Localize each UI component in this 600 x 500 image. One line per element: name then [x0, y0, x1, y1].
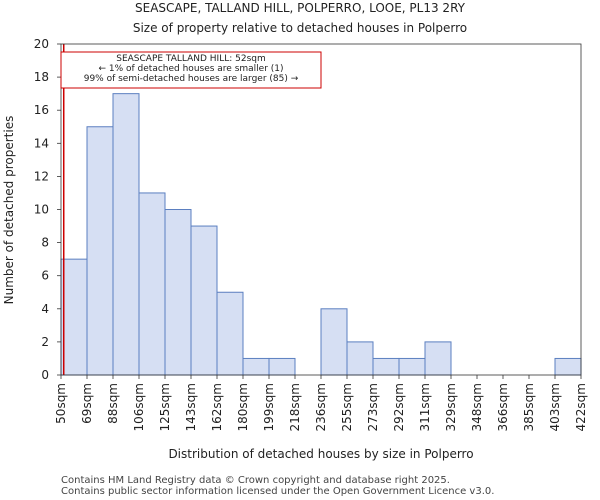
histogram-bar — [424, 341, 452, 376]
histogram-bar — [138, 192, 166, 376]
x-tick-label: 422sqm — [574, 383, 588, 431]
histogram-bar — [268, 357, 296, 376]
x-tick-label: 255sqm — [340, 383, 354, 431]
histogram-bar — [346, 341, 374, 376]
histogram-bar — [190, 225, 218, 376]
y-tick-label: 10 — [34, 203, 49, 217]
histogram-bar — [216, 291, 244, 376]
y-tick-label: 2 — [41, 335, 49, 349]
x-tick-label: 143sqm — [184, 383, 198, 431]
histogram-bar — [554, 357, 582, 376]
x-tick-label: 125sqm — [158, 383, 172, 431]
x-tick-label: 199sqm — [262, 383, 276, 431]
x-tick-label: 348sqm — [470, 383, 484, 431]
y-tick-label: 20 — [34, 37, 49, 51]
y-tick-label: 14 — [34, 136, 49, 150]
annotation-line-1: SEASCAPE TALLAND HILL: 52sqm — [116, 54, 266, 64]
x-tick-label: 88sqm — [106, 383, 120, 424]
x-tick-label: 403sqm — [548, 383, 562, 431]
histogram-bar — [320, 308, 348, 376]
x-tick-label: 50sqm — [54, 383, 68, 424]
x-tick-label: 329sqm — [444, 383, 458, 431]
histogram-bar — [86, 126, 114, 376]
x-tick-label: 236sqm — [314, 383, 328, 431]
y-tick-label: 0 — [41, 368, 49, 382]
chart-subtitle: Size of property relative to detached ho… — [133, 21, 467, 35]
x-tick-label: 385sqm — [522, 383, 536, 431]
annotation-line-3: 99% of semi-detached houses are larger (… — [84, 74, 299, 84]
x-tick-label: 162sqm — [210, 383, 224, 431]
x-tick-label: 273sqm — [366, 383, 380, 431]
x-tick-label: 292sqm — [392, 383, 406, 431]
y-tick-label: 4 — [41, 302, 49, 316]
x-axis-label: Distribution of detached houses by size … — [168, 447, 473, 461]
y-tick-label: 16 — [34, 103, 49, 117]
x-tick-label: 69sqm — [80, 383, 94, 424]
x-tick-label: 311sqm — [418, 383, 432, 431]
x-tick-label: 106sqm — [132, 383, 146, 431]
chart-title: SEASCAPE, TALLAND HILL, POLPERRO, LOOE, … — [135, 1, 466, 15]
histogram-bar — [372, 357, 400, 376]
histogram-bar — [398, 357, 426, 376]
histogram-bar — [242, 357, 270, 376]
y-tick-label: 12 — [34, 169, 49, 183]
histogram-bar — [60, 258, 88, 376]
y-tick-label: 6 — [41, 269, 49, 283]
y-tick-label: 8 — [41, 236, 49, 250]
annotation-line-2: ← 1% of detached houses are smaller (1) — [98, 64, 283, 74]
histogram-bar — [164, 209, 192, 376]
annotation-box: SEASCAPE TALLAND HILL: 52sqm ← 1% of det… — [60, 51, 322, 89]
y-axis-label: Number of detached properties — [2, 116, 16, 305]
x-tick-label: 218sqm — [288, 383, 302, 431]
x-tick-label: 180sqm — [236, 383, 250, 431]
x-tick-label: 366sqm — [496, 383, 510, 431]
footer-line-1: Contains HM Land Registry data © Crown c… — [61, 475, 450, 486]
footer-line-2: Contains public sector information licen… — [61, 486, 494, 497]
histogram-bar — [112, 93, 140, 376]
y-tick-label: 18 — [34, 70, 49, 84]
